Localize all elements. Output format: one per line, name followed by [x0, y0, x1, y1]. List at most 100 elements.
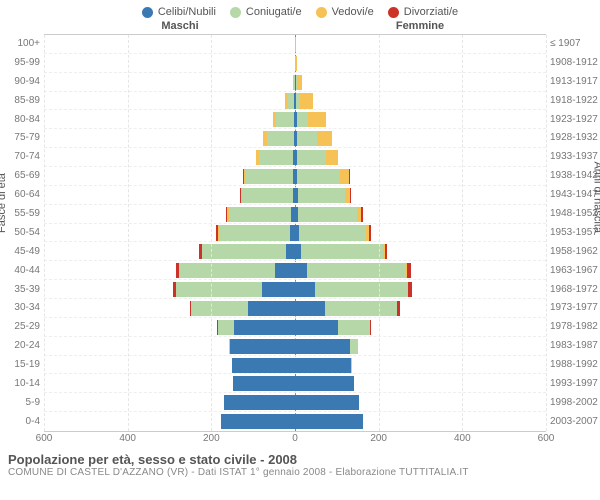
male-side [44, 207, 295, 222]
bar-rows [44, 35, 546, 431]
birth-tick: 1973-1977 [550, 299, 600, 317]
male-side [44, 414, 295, 429]
pyramid-row [44, 110, 546, 129]
seg-coniugati [176, 282, 262, 297]
seg-coniugati [276, 112, 294, 127]
seg-celibi [275, 263, 295, 278]
pyramid-row [44, 54, 546, 73]
y-axis-right-title: Anni di nascita [592, 161, 600, 233]
age-tick: 20-24 [0, 337, 40, 355]
seg-celibi [295, 395, 359, 410]
legend-item: Divorziati/e [388, 6, 458, 18]
seg-coniugati [315, 282, 408, 297]
female-side [295, 244, 546, 259]
legend-item: Vedovi/e [316, 6, 374, 18]
birth-tick: 1993-1997 [550, 375, 600, 393]
legend-label: Divorziati/e [404, 6, 458, 18]
chart-subtitle: COMUNE DI CASTEL D'AZZANO (VR) - Dati IS… [8, 467, 592, 478]
pyramid-row [44, 280, 546, 299]
seg-celibi [295, 414, 363, 429]
seg-celibi [221, 414, 295, 429]
seg-coniugati [350, 339, 357, 354]
age-tick: 10-14 [0, 375, 40, 393]
birth-tick: ≤ 1907 [550, 35, 600, 53]
gridline [44, 35, 45, 431]
female-side [295, 207, 546, 222]
birth-tick: 1913-1917 [550, 73, 600, 91]
age-tick: 90-94 [0, 73, 40, 91]
seg-vedovi [295, 37, 296, 52]
birth-tick: 1923-1927 [550, 111, 600, 129]
male-side [44, 225, 295, 240]
seg-coniugati [218, 320, 235, 335]
legend-label: Vedovi/e [332, 6, 374, 18]
seg-coniugati [202, 244, 286, 259]
female-side [295, 263, 546, 278]
age-tick: 5-9 [0, 394, 40, 412]
age-tick: 0-4 [0, 413, 40, 431]
female-side [295, 320, 546, 335]
pyramid-row [44, 374, 546, 393]
age-tick: 35-39 [0, 281, 40, 299]
seg-celibi [232, 358, 295, 373]
seg-coniugati [299, 225, 366, 240]
seg-coniugati [287, 93, 294, 108]
x-tick: 600 [538, 433, 555, 444]
birth-tick: 1968-1972 [550, 281, 600, 299]
seg-celibi [295, 339, 350, 354]
female-side [295, 75, 546, 90]
seg-celibi [224, 395, 295, 410]
seg-celibi [248, 301, 295, 316]
seg-coniugati [191, 301, 247, 316]
pyramid-row [44, 356, 546, 375]
footer: Popolazione per età, sesso e stato civil… [0, 448, 600, 478]
legend: Celibi/Nubili Coniugati/e Vedovi/e Divorzia… [0, 0, 600, 20]
seg-divorziati [361, 207, 363, 222]
birth-tick: 1958-1962 [550, 243, 600, 261]
pyramid-row [44, 92, 546, 111]
seg-celibi [295, 376, 354, 391]
seg-coniugati [229, 207, 292, 222]
seg-celibi [295, 320, 338, 335]
female-side [295, 395, 546, 410]
male-side [44, 320, 295, 335]
pyramid-row [44, 205, 546, 224]
pyramid-row [44, 73, 546, 92]
male-side [44, 112, 295, 127]
male-side [44, 263, 295, 278]
female-side [295, 188, 546, 203]
legend-label: Celibi/Nubili [158, 6, 216, 18]
gridline [211, 35, 212, 431]
seg-celibi [234, 320, 295, 335]
pyramid-row [44, 318, 546, 337]
seg-divorziati [397, 301, 399, 316]
female-side [295, 339, 546, 354]
female-side [295, 358, 546, 373]
seg-divorziati [407, 263, 411, 278]
female-side [295, 37, 546, 52]
x-tick: 200 [203, 433, 220, 444]
male-side [44, 169, 295, 184]
birth-tick: 1908-1912 [550, 54, 600, 72]
male-side [44, 282, 295, 297]
seg-divorziati [349, 169, 350, 184]
seg-celibi [295, 263, 307, 278]
seg-celibi [230, 339, 295, 354]
pyramid-row [44, 186, 546, 205]
birth-tick: 2003-2007 [550, 413, 600, 431]
pyramid-row [44, 261, 546, 280]
age-tick: 85-89 [0, 92, 40, 110]
seg-coniugati [298, 207, 357, 222]
seg-vedovi [300, 93, 313, 108]
seg-vedovi [326, 150, 338, 165]
chart-area: Fasce di età Anni di nascita 100+95-9990… [0, 34, 600, 432]
female-side [295, 225, 546, 240]
gender-labels: Maschi Femmine [0, 20, 600, 34]
gridline [128, 35, 129, 431]
age-tick: 95-99 [0, 54, 40, 72]
age-tick: 15-19 [0, 356, 40, 374]
seg-coniugati [325, 301, 397, 316]
seg-vedovi [297, 75, 302, 90]
seg-coniugati [338, 320, 370, 335]
legend-label: Coniugati/e [246, 6, 302, 18]
